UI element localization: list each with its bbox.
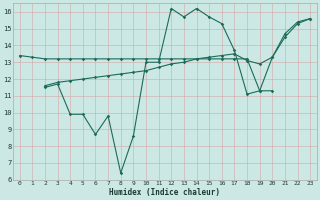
X-axis label: Humidex (Indice chaleur): Humidex (Indice chaleur) [109, 188, 220, 197]
